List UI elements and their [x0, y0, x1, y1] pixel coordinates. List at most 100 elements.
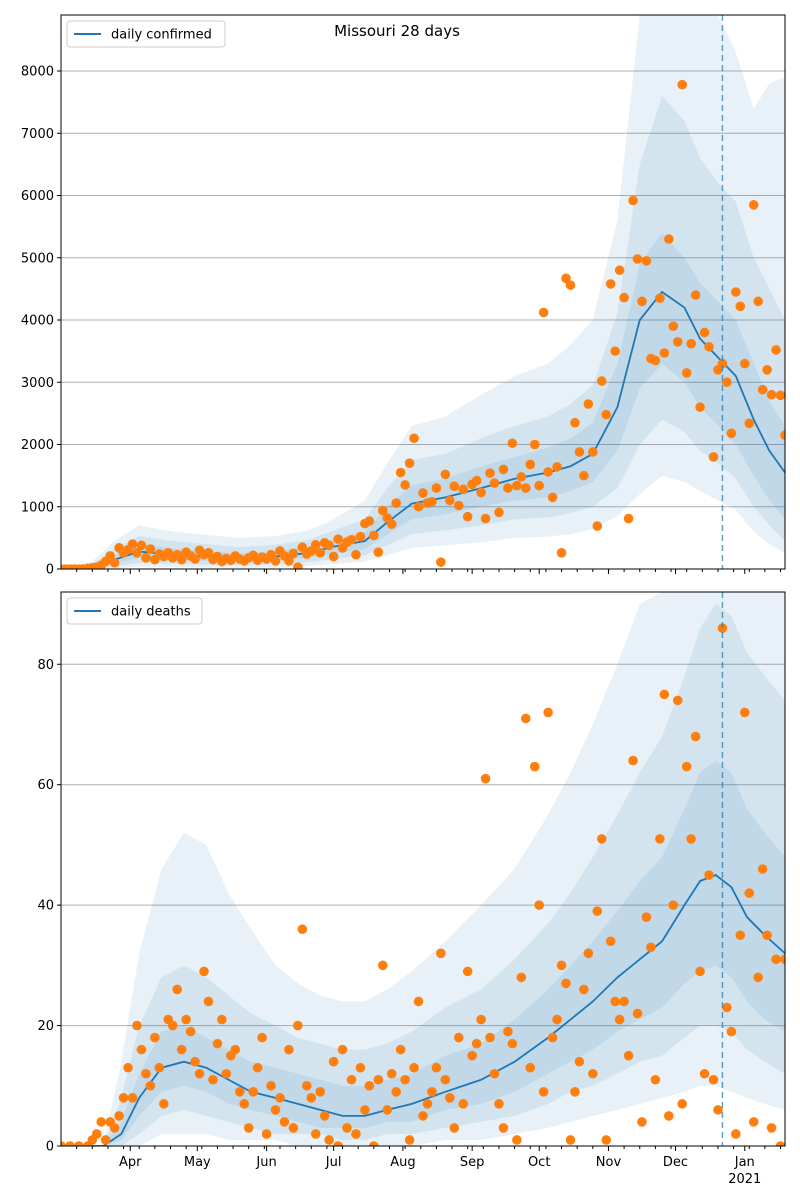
data-point — [489, 478, 500, 488]
data-point — [176, 554, 187, 565]
chart-title: Missouri 28 days — [334, 22, 460, 40]
data-point — [458, 1099, 469, 1109]
data-point — [377, 505, 388, 516]
data-point — [610, 996, 620, 1007]
data-point — [418, 488, 428, 498]
data-point — [588, 1068, 598, 1079]
data-point — [699, 327, 710, 338]
legend-label: daily deaths — [111, 605, 191, 620]
data-point — [538, 1087, 549, 1097]
data-point — [565, 280, 576, 290]
data-point — [614, 1014, 625, 1025]
data-point — [690, 731, 701, 742]
data-point — [739, 358, 750, 369]
data-point — [324, 1135, 334, 1145]
data-point — [762, 930, 772, 941]
data-point — [333, 534, 343, 544]
data-point — [431, 483, 442, 493]
data-point — [731, 1129, 741, 1139]
data-point — [436, 948, 446, 959]
confirmed-panel: 0 1000 2000 3000 4000 5000 6000 7000 8000 daily c… — [21, 14, 786, 578]
data-point — [748, 200, 759, 210]
data-point — [534, 480, 544, 491]
band-80 — [61, 95, 785, 569]
data-point — [105, 551, 115, 561]
data-point — [525, 459, 536, 470]
data-point — [507, 438, 518, 449]
data-point — [391, 498, 401, 508]
x-tick-label: Apr — [119, 1155, 142, 1170]
data-point — [476, 1014, 486, 1025]
data-point — [413, 501, 424, 512]
y-tick-label: 7000 — [21, 127, 54, 142]
axes-frame — [60, 14, 786, 570]
data-point — [453, 1032, 464, 1043]
data-point — [766, 1123, 777, 1133]
data-point — [109, 1123, 120, 1133]
data-point — [735, 301, 746, 312]
data-point — [351, 1129, 361, 1139]
data-point — [297, 542, 308, 553]
data-point — [681, 368, 692, 378]
data-point — [252, 1062, 263, 1073]
data-point — [136, 540, 147, 551]
data-point — [668, 900, 679, 910]
data-point — [333, 1141, 343, 1146]
data-point — [565, 1135, 576, 1145]
data-point — [319, 1111, 330, 1121]
data-point — [395, 467, 406, 478]
data-point — [243, 1123, 254, 1133]
data-point — [516, 972, 527, 983]
data-point — [722, 377, 732, 388]
data-point — [351, 549, 361, 560]
data-point — [409, 1062, 419, 1073]
y-tick-label: 4000 — [21, 314, 54, 329]
data-point — [306, 1093, 317, 1103]
data-point — [462, 966, 473, 977]
data-point — [726, 428, 737, 439]
model-line — [61, 874, 785, 1146]
x-tick-label: Sep — [460, 1155, 485, 1170]
data-point — [199, 966, 209, 977]
data-point — [324, 540, 334, 551]
data-point — [704, 341, 714, 352]
data-point — [543, 707, 553, 718]
axes-frame — [60, 591, 786, 1147]
data-point — [708, 452, 719, 462]
data-point — [418, 1111, 428, 1121]
data-point — [672, 336, 683, 347]
data-point — [284, 556, 294, 566]
data-point — [386, 519, 397, 529]
data-point — [288, 548, 299, 559]
data-point — [574, 1056, 585, 1067]
data-point — [717, 358, 728, 369]
data-point — [748, 1117, 759, 1127]
data-point — [556, 960, 567, 971]
data-point — [217, 1014, 227, 1025]
data-point — [766, 389, 777, 400]
data-point — [239, 1099, 250, 1109]
data-point — [525, 1062, 536, 1073]
data-point — [650, 355, 661, 366]
data-point — [650, 1074, 661, 1085]
y-tick-label: 0 — [46, 1140, 54, 1155]
data-point — [623, 1050, 634, 1061]
data-point — [731, 287, 741, 297]
data-point — [427, 1087, 437, 1097]
data-point — [431, 1062, 442, 1073]
data-point — [619, 996, 629, 1007]
data-point — [529, 439, 540, 450]
data-point — [427, 496, 437, 507]
data-point — [337, 1044, 348, 1055]
data-point — [373, 547, 384, 557]
plot-area — [61, 15, 785, 569]
data-point — [395, 1044, 406, 1055]
data-point — [100, 1135, 111, 1145]
data-point — [293, 1020, 303, 1031]
data-point — [373, 1074, 384, 1085]
data-point — [458, 484, 469, 495]
y-tick-label: 5000 — [21, 251, 54, 266]
data-point — [145, 1080, 156, 1091]
data-point — [641, 256, 652, 266]
data-point — [234, 1087, 245, 1097]
